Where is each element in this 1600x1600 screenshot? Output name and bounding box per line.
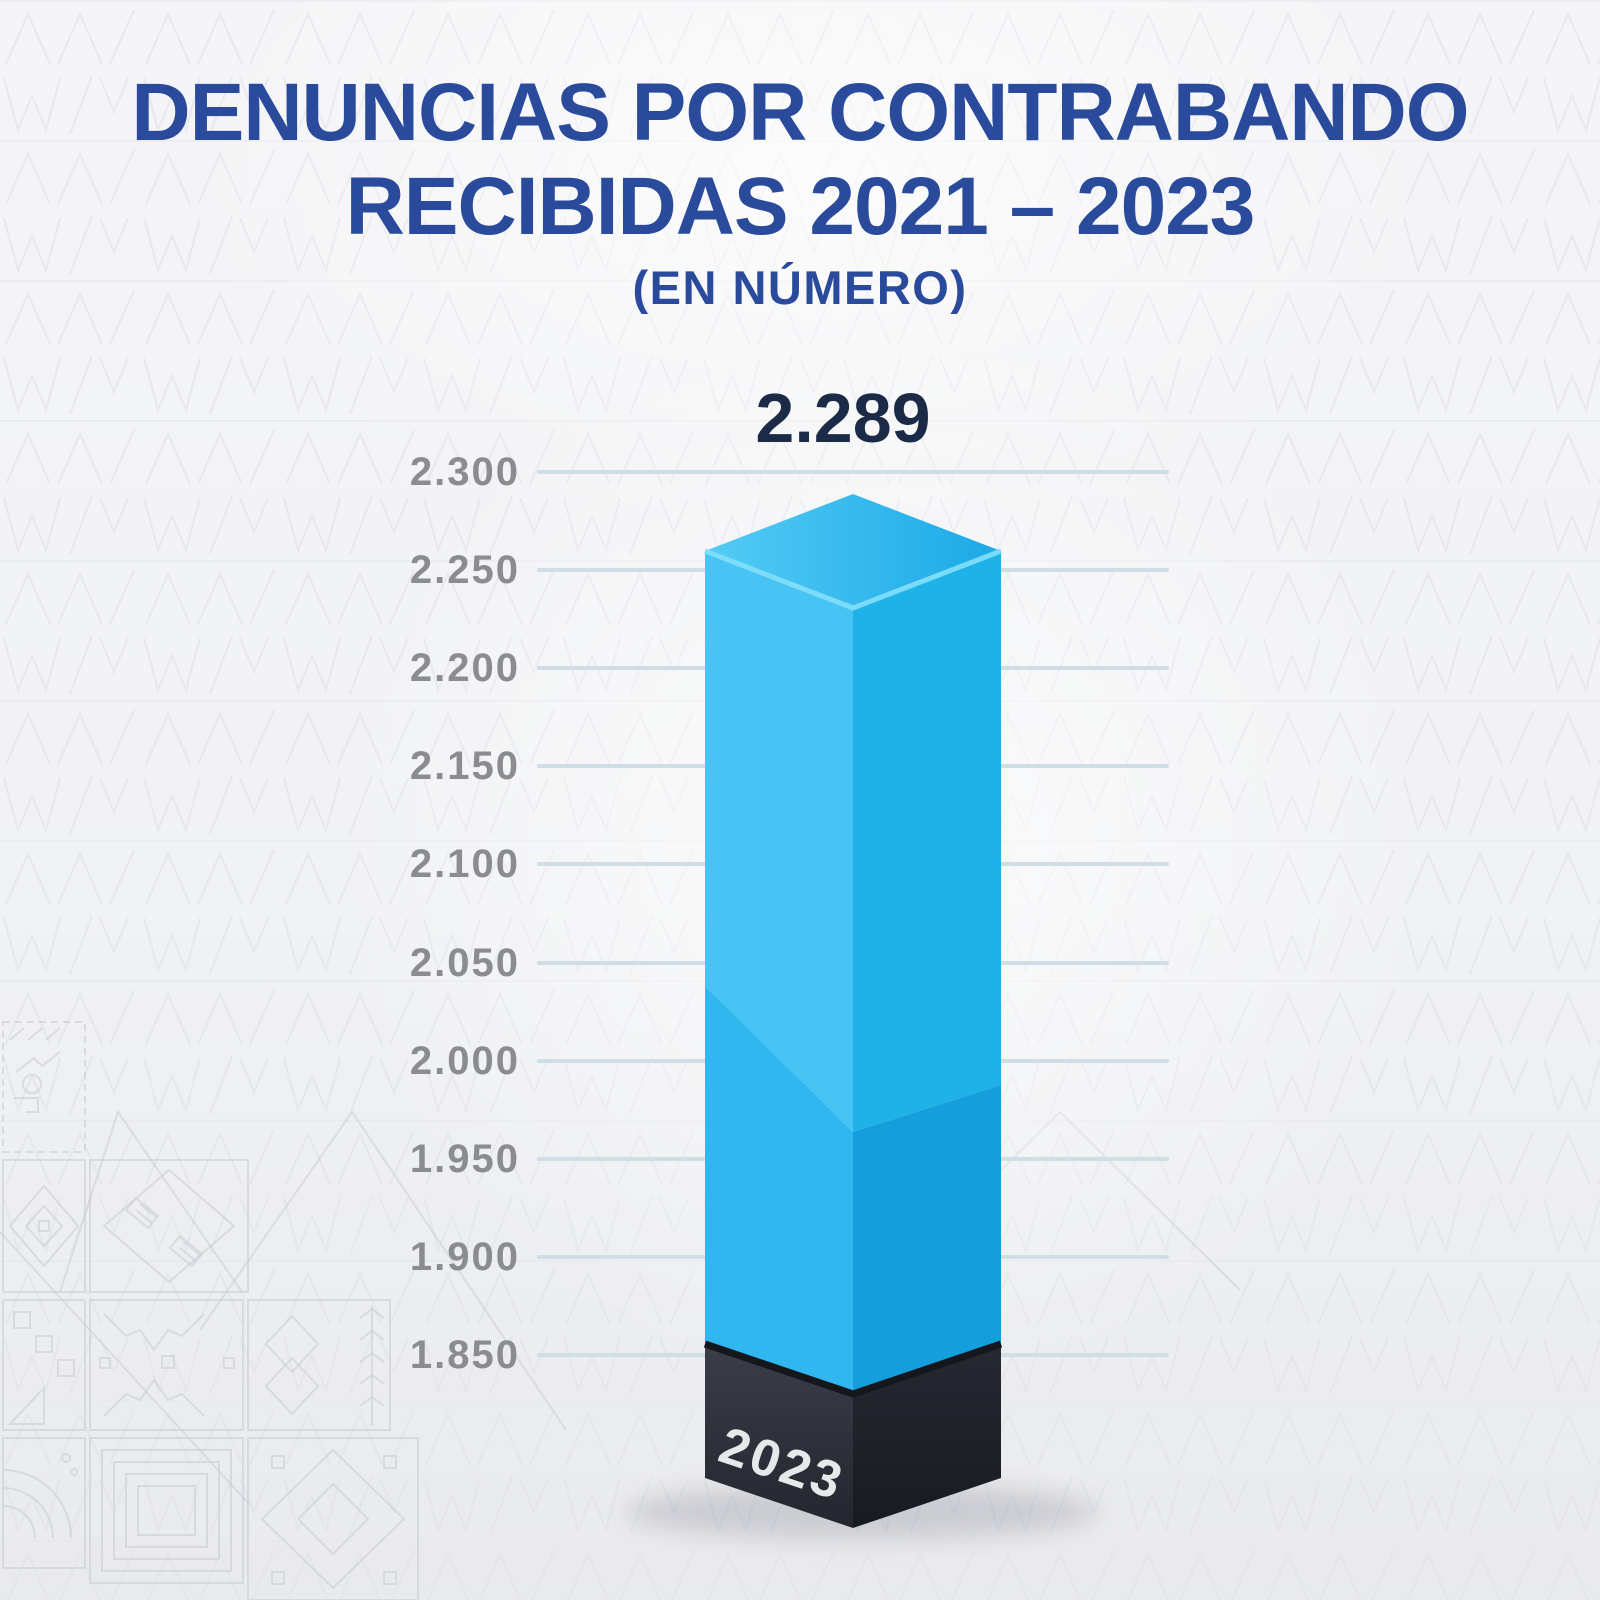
tick-label: 2.000 <box>409 1039 520 1083</box>
base-right-face <box>853 1344 1001 1528</box>
title-line-2: RECIBIDAS 2021 – 2023 <box>345 161 1256 252</box>
base-left-face <box>705 1344 853 1528</box>
bar-right-face-upper <box>853 551 1001 1132</box>
y-axis-tick: 2.300 <box>0 450 1600 494</box>
bar-left-face-lower <box>705 986 853 1394</box>
bar-top-edge-highlight <box>704 548 1002 611</box>
tick-label: 2.250 <box>409 548 520 592</box>
page-title: DENUNCIAS POR CONTRABANDO RECIBIDAS 2021… <box>0 66 1600 254</box>
gridline <box>537 470 1169 474</box>
tick-label: 2.150 <box>409 744 520 788</box>
tick-label: 1.850 <box>409 1333 520 1377</box>
bar-left-face-upper <box>705 551 853 1132</box>
tick-label: 2.200 <box>409 646 520 690</box>
tick-label: 2.100 <box>409 842 520 886</box>
base-seam <box>703 1340 1003 1398</box>
bar-value-label: 2.289 <box>755 379 931 457</box>
bar-right-face-lower <box>853 1085 1001 1394</box>
title-line-1: DENUNCIAS POR CONTRABANDO <box>131 67 1469 158</box>
tick-label: 1.900 <box>409 1235 520 1279</box>
tick-label: 1.950 <box>409 1137 520 1181</box>
tick-label: 2.050 <box>409 941 520 985</box>
tick-label: 2.300 <box>409 450 520 494</box>
chart-subtitle: (EN NÚMERO) <box>632 261 968 314</box>
